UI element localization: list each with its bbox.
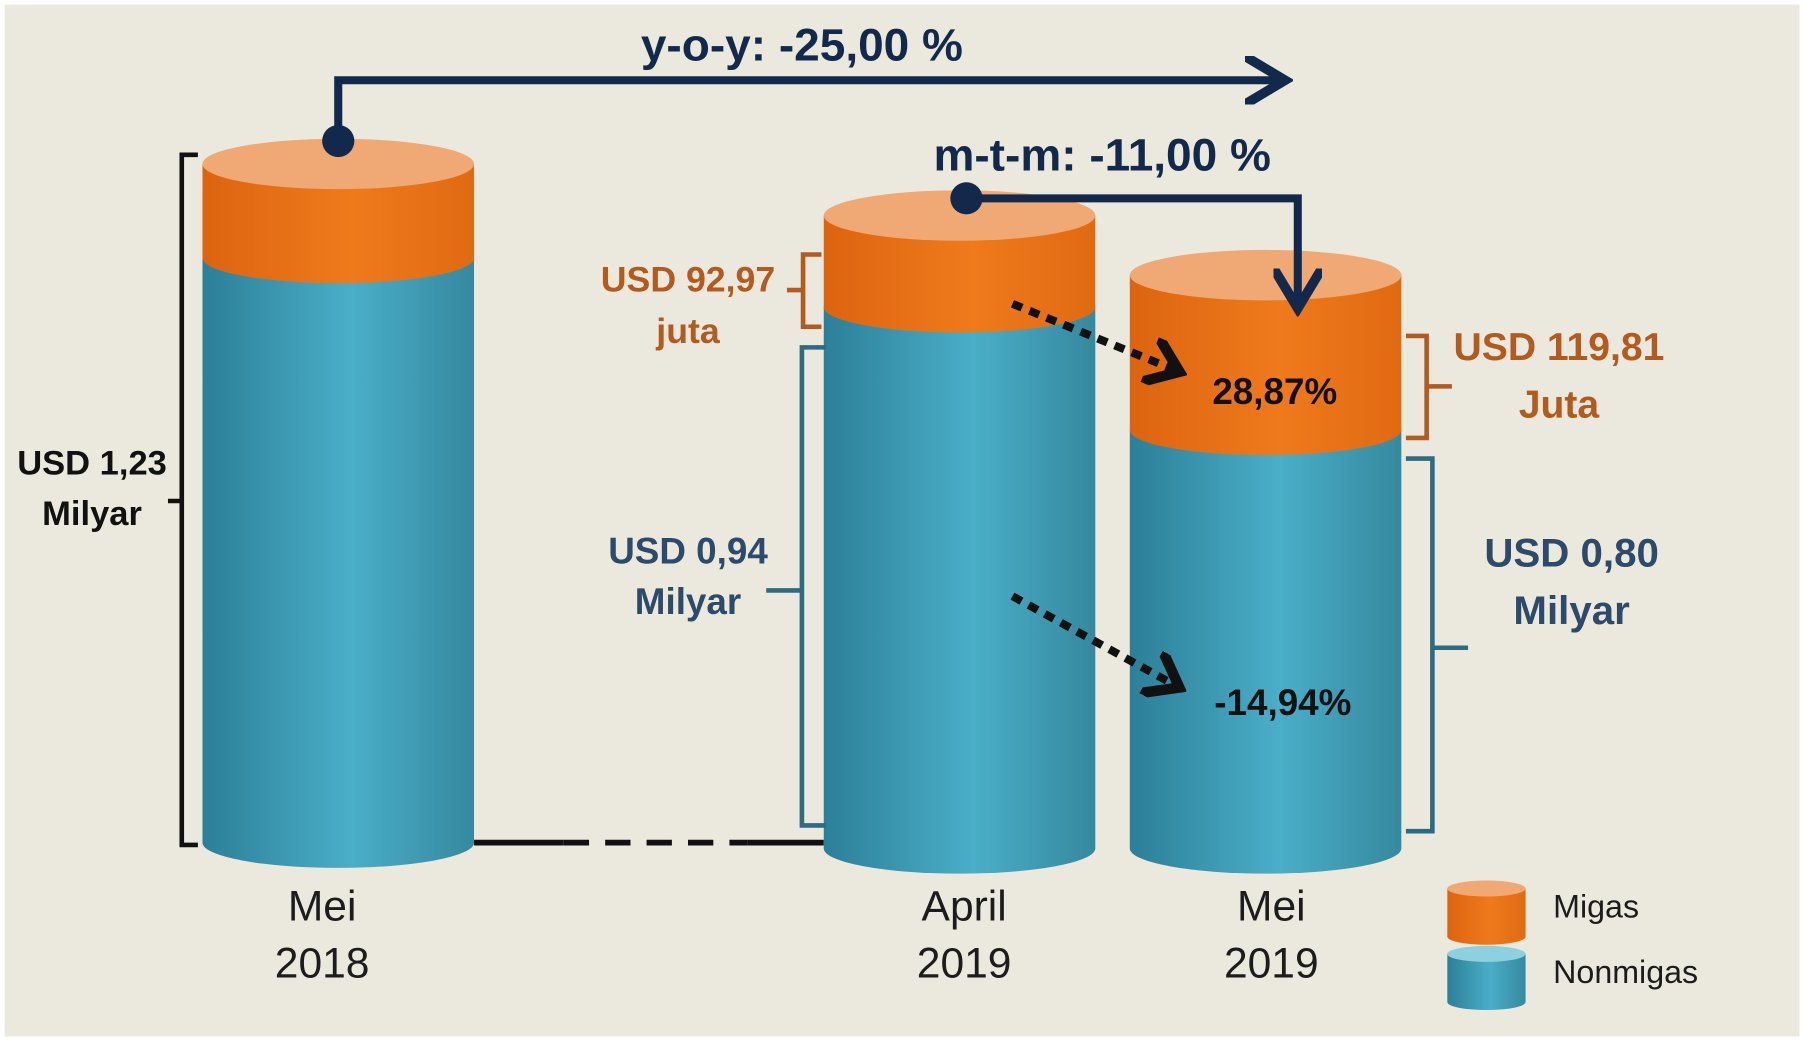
nonmigas-trend-arrow	[1010, 592, 1175, 685]
mtm-dot	[950, 182, 983, 215]
yoy-label: y-o-y: -25,00 %	[641, 18, 963, 70]
cylinder-mei-2019	[1129, 249, 1402, 874]
mtm-label: m-t-m: -11,00 %	[933, 128, 1270, 180]
period-label: Mei	[288, 883, 357, 930]
value-label: USD 92,97	[601, 259, 775, 299]
value-label: USD 0,80	[1484, 531, 1659, 576]
value-label: Milyar	[635, 581, 741, 622]
period-label: 2018	[275, 941, 370, 988]
value-label: Milyar	[42, 495, 142, 533]
bracket	[766, 345, 827, 828]
bracket	[167, 152, 198, 848]
bracket	[1405, 333, 1452, 441]
cylinder-mei-2018	[202, 138, 475, 868]
legend-label: Nonmigas	[1553, 954, 1698, 990]
value-label: USD 0,94	[608, 530, 768, 571]
value-label: juta	[655, 311, 721, 351]
value-label: Juta	[1519, 383, 1600, 426]
cylinder-april-2019	[823, 190, 1096, 874]
value-label: USD 119,81	[1454, 326, 1665, 369]
mtm-arrow	[966, 194, 1297, 300]
yoy-dot	[322, 124, 355, 158]
migas-change: 28,87%	[1212, 371, 1337, 412]
bracket	[786, 252, 822, 330]
period-label: 2019	[917, 941, 1012, 988]
nonmigas-change: -14,94%	[1214, 682, 1351, 723]
legend	[1447, 880, 1526, 1011]
period-label: 2019	[1224, 941, 1319, 988]
period-label: April	[922, 883, 1007, 930]
value-label: Milyar	[1513, 588, 1630, 633]
yoy-arrow	[334, 80, 1277, 142]
legend-label: Migas	[1553, 889, 1639, 925]
period-label: Mei	[1237, 883, 1306, 930]
bracket	[1405, 456, 1469, 834]
value-label: USD 1,23	[17, 445, 167, 483]
